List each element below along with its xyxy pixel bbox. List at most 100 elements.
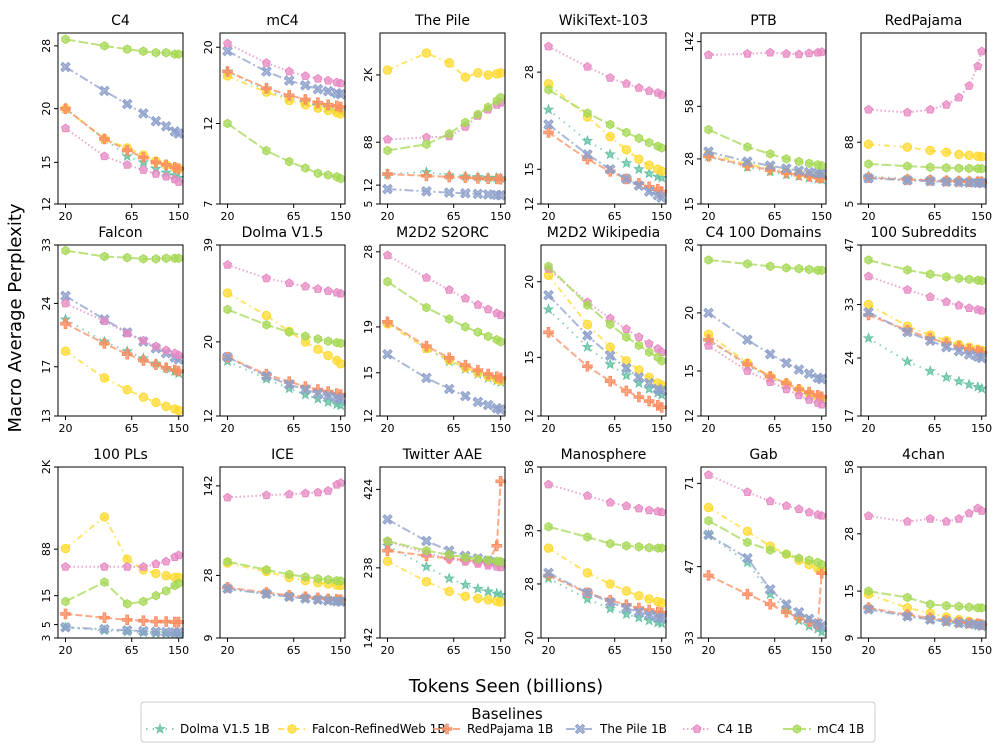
data-point (954, 300, 964, 310)
data-point (622, 541, 631, 551)
data-point (421, 340, 432, 352)
y-tick-label: 17 (40, 360, 53, 374)
data-point (138, 152, 149, 163)
legend-entry-mc4-1b: mC4 1B (783, 722, 864, 736)
y-tick-label: 17 (843, 409, 856, 423)
panel-title: 100 PLs (93, 447, 148, 463)
data-point (334, 399, 347, 411)
data-point (222, 45, 233, 57)
data-point (742, 552, 753, 564)
x-tick-label: 150 (330, 422, 351, 435)
panel-100-pls: 100 PLs 20 65 150 3 5 15 88 2K (40, 447, 189, 657)
data-point (581, 340, 594, 353)
x-tick-label: 65 (768, 644, 782, 657)
data-point (284, 489, 294, 499)
data-point (138, 108, 149, 119)
data-point (655, 171, 668, 183)
data-point (261, 82, 272, 94)
series-line-mc4-1b (226, 122, 342, 180)
x-tick-label: 65 (768, 422, 782, 435)
legend-label: The Pile 1B (599, 722, 667, 736)
x-tick-label: 20 (862, 422, 876, 435)
data-point (301, 572, 310, 582)
legend-items: Dolma V1.5 1B Falcon-RefinedWeb 1B RedPaja… (146, 722, 864, 736)
series-line-dolma-v1-5-1b (227, 587, 341, 602)
data-point (336, 338, 345, 349)
y-tick-label: 9 (202, 635, 215, 642)
series-line-the-pile-1b (387, 518, 501, 565)
panel-series (381, 48, 507, 201)
data-point (99, 338, 110, 349)
data-point (382, 250, 393, 260)
data-point (138, 165, 148, 174)
data-point (421, 535, 432, 547)
data-point (622, 127, 631, 138)
data-point (765, 47, 775, 57)
data-point (261, 310, 272, 321)
panel-dolma-v1-5: Dolma V1.5 20 65 150 12 20 39 (202, 225, 351, 435)
panel-title: mC4 (266, 13, 298, 29)
data-point (977, 163, 986, 174)
data-point (782, 549, 791, 559)
data-point (703, 146, 714, 157)
data-point (941, 297, 951, 306)
data-point (582, 61, 592, 71)
panel-redpajama: RedPajama2065150588195K (843, 13, 992, 223)
series-line-mc4-1b (547, 265, 663, 362)
data-point (121, 98, 133, 110)
data-point (766, 545, 775, 555)
y-tick-label: 33 (843, 297, 856, 311)
data-point (864, 586, 873, 596)
data-point (902, 107, 912, 117)
y-tick-label: 2K (362, 67, 375, 82)
data-point (262, 320, 271, 330)
data-point (543, 326, 554, 338)
data-point (793, 612, 805, 623)
data-point (656, 598, 667, 608)
data-point (743, 537, 752, 548)
series-line-redpajama-1b (387, 481, 502, 564)
series-line-c4-1b (547, 268, 663, 353)
data-point (495, 597, 506, 607)
x-tick-label: 65 (447, 422, 461, 435)
data-point (459, 578, 472, 590)
y-tick-label: 424 (362, 479, 375, 500)
data-point (964, 508, 974, 518)
y-tick-label: 15 (523, 350, 536, 364)
data-point (284, 66, 294, 76)
x-tick-label: 20 (59, 210, 73, 223)
data-point (150, 616, 162, 627)
data-point (742, 526, 753, 536)
legend-label: Falcon-RefinedWeb 1B (312, 722, 446, 736)
y-tick-label: 15 (523, 162, 536, 176)
data-point (443, 383, 455, 395)
data-point (150, 626, 162, 638)
data-point (138, 392, 149, 402)
data-point (261, 58, 271, 67)
data-point (61, 34, 70, 45)
data-point (160, 616, 172, 627)
data-point (160, 120, 172, 132)
data-point (460, 188, 471, 199)
data-point (606, 538, 615, 549)
legend-marker (792, 724, 802, 734)
x-tick-label: 150 (330, 644, 351, 657)
data-point (60, 318, 71, 329)
data-point (99, 151, 109, 161)
series-line-redpajama-1b (708, 573, 823, 626)
data-point (313, 334, 322, 344)
data-point (643, 186, 655, 197)
series-line-falcon-refinedweb-1b (64, 350, 180, 412)
y-tick-label: 58 (523, 460, 536, 474)
panel-ice: ICE 20 65 150 9 28 142 (202, 447, 351, 657)
x-tick-label: 65 (928, 644, 942, 657)
y-tick-label: 88 (362, 135, 375, 149)
data-point (953, 345, 965, 357)
data-point (312, 594, 324, 606)
data-point (764, 584, 776, 595)
data-point (605, 497, 615, 507)
data-point (621, 501, 631, 510)
data-point (634, 332, 644, 341)
data-point (863, 172, 874, 184)
data-point (781, 48, 791, 58)
